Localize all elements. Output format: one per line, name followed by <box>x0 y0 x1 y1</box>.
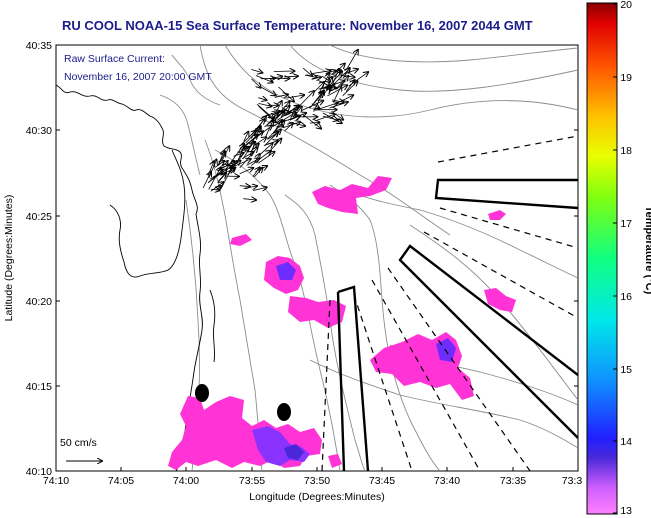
current-vector <box>241 152 254 160</box>
current-vector <box>256 103 273 118</box>
current-vector <box>258 105 276 122</box>
x-tick-label: 73:45 <box>369 475 395 487</box>
current-vector <box>271 130 281 139</box>
site-marker-east <box>277 403 291 421</box>
current-vector <box>314 82 324 93</box>
scale-label: 50 cm/s <box>60 437 97 449</box>
current-vector <box>258 103 272 106</box>
current-vector <box>333 86 341 103</box>
current-vector <box>207 170 223 184</box>
colorbar-tick-label: 14 <box>620 436 632 448</box>
current-vector <box>239 168 253 174</box>
colorbar-tick-label: 17 <box>620 218 632 230</box>
x-tick-label: 73:35 <box>500 475 526 487</box>
current-vector <box>227 144 244 167</box>
colorbar-tick-label: 20 <box>620 0 632 11</box>
current-label: Raw Surface Current: <box>64 53 165 65</box>
current-vector <box>318 87 331 89</box>
plot-area <box>55 44 579 472</box>
surface-current-vectors <box>202 50 368 200</box>
x-tick-label: 74:00 <box>173 475 199 487</box>
y-tick-label: 40:15 <box>26 381 52 393</box>
colorbar-tick-labels: 20 19 18 17 16 15 14 13 <box>620 0 632 517</box>
y-axis-label: Latitude (Degrees:Minutes) <box>3 195 15 322</box>
current-vector <box>258 98 266 100</box>
y-tick-label: 40:25 <box>26 211 52 223</box>
current-vector <box>258 143 273 156</box>
y-tick-label: 40:10 <box>26 466 52 478</box>
current-vector <box>344 69 357 75</box>
current-vector <box>311 77 321 78</box>
current-vector <box>261 87 276 96</box>
current-vector <box>346 50 358 70</box>
current-vector <box>251 69 262 72</box>
x-axis-label: Longitude (Degrees:Minutes) <box>249 491 384 503</box>
current-vector <box>255 137 266 145</box>
current-vector <box>315 103 337 111</box>
figure-title: RU COOL NOAA-15 Sea Surface Temperature:… <box>62 18 533 33</box>
current-vector <box>253 187 267 190</box>
current-vector <box>239 186 250 187</box>
current-vector <box>249 142 255 156</box>
current-vector <box>261 111 280 118</box>
current-vector <box>246 158 259 166</box>
colorbar-ticks <box>613 3 617 514</box>
current-timestamp: November 16, 2007 20:00 GMT <box>64 71 212 83</box>
current-vector <box>332 68 350 86</box>
y-tick-label: 40:35 <box>26 40 52 52</box>
current-vector <box>210 182 223 192</box>
current-vector <box>223 161 228 166</box>
current-vector <box>218 173 226 182</box>
x-tick-label: 74:10 <box>43 475 69 487</box>
current-vector <box>245 128 261 144</box>
x-tick-labels: 74:10 74:05 74:00 73:55 73:50 73:45 73:4… <box>43 475 583 487</box>
colorbar-tick-label: 19 <box>620 72 632 84</box>
current-vector <box>309 122 320 123</box>
current-vector <box>202 172 211 189</box>
y-tick-labels: 40:35 40:30 40:25 40:20 40:15 40:10 <box>26 40 52 478</box>
current-vector <box>288 121 305 126</box>
current-vector <box>302 67 312 76</box>
x-tick-label: 73:40 <box>434 475 460 487</box>
x-tick-label: 74:05 <box>108 475 134 487</box>
x-tick-label: 73:55 <box>239 475 265 487</box>
site-marker-west <box>195 384 209 402</box>
current-vector <box>251 78 261 88</box>
current-vector <box>254 168 262 178</box>
current-vector <box>322 115 338 120</box>
current-vector <box>241 131 256 145</box>
colorbar-tick-label: 16 <box>620 291 632 303</box>
current-vector <box>339 75 354 77</box>
current-vector <box>233 153 244 156</box>
current-vector <box>208 160 216 179</box>
current-vector <box>284 76 298 77</box>
current-vector <box>331 110 344 119</box>
shipping-lanes <box>321 135 578 471</box>
current-vector <box>243 132 249 142</box>
sst-patches <box>168 176 516 470</box>
current-vector <box>281 107 297 115</box>
x-tick-label: 73:50 <box>304 475 330 487</box>
current-vector <box>311 104 319 108</box>
y-tick-label: 40:20 <box>26 296 52 308</box>
current-vector <box>286 95 304 98</box>
current-vector <box>274 94 288 97</box>
current-vector <box>284 123 293 132</box>
colorbar <box>586 2 618 515</box>
x-tick-label: 73:3 <box>562 475 583 487</box>
current-vector <box>243 186 258 188</box>
colorbar-tick-label: 13 <box>620 505 632 517</box>
current-vector <box>310 71 330 74</box>
colorbar-tick-label: 18 <box>620 145 632 157</box>
current-vector <box>250 126 272 142</box>
colorbar-label: Temperature (°C) <box>643 206 651 295</box>
current-vector <box>231 161 241 168</box>
colorbar-tick-label: 15 <box>620 364 632 376</box>
current-vector <box>321 75 330 82</box>
current-vector <box>243 199 256 200</box>
current-vector <box>345 80 354 92</box>
y-tick-label: 40:30 <box>26 125 52 137</box>
axis-tick-marks <box>55 44 578 472</box>
